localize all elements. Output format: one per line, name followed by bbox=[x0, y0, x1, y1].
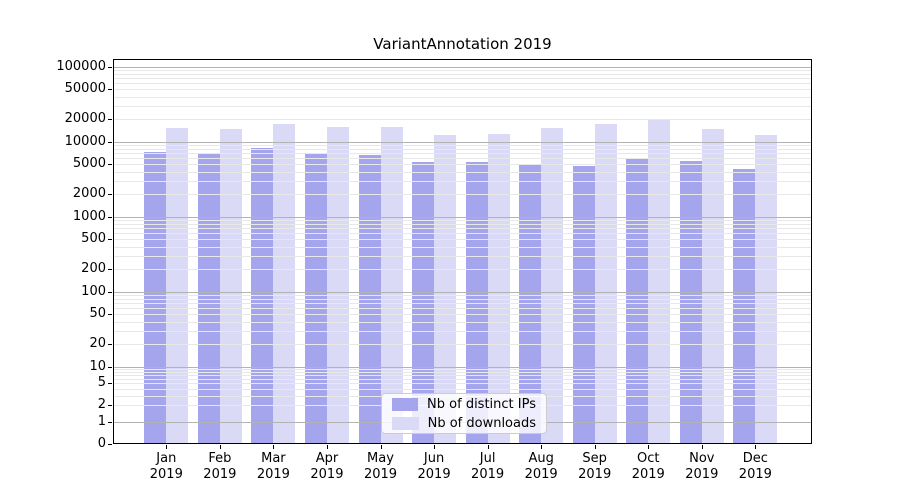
gridline-minor-30000 bbox=[114, 105, 811, 107]
bar-downloads-apr bbox=[326, 127, 349, 444]
x-tick-label-jan: Jan 2019 bbox=[149, 451, 183, 482]
y-tick-0 bbox=[108, 444, 112, 445]
y-tick-label-500: 500 bbox=[81, 231, 106, 247]
y-tick-label-10: 10 bbox=[89, 358, 106, 374]
gridline-minor-70000 bbox=[114, 78, 811, 80]
x-tick-oct bbox=[648, 445, 650, 449]
bar-distinct-ips-may bbox=[358, 154, 381, 444]
legend-swatch-downloads bbox=[392, 416, 419, 430]
bar-downloads-feb bbox=[219, 128, 242, 444]
x-tick-label-feb: Feb 2019 bbox=[203, 451, 237, 482]
bar-distinct-ips-oct bbox=[626, 158, 649, 444]
bar-distinct-ips-mar bbox=[251, 147, 274, 444]
x-tick-label-mar: Mar 2019 bbox=[256, 451, 290, 482]
x-tick-may bbox=[380, 445, 382, 449]
legend-item-distinct-ips: Nb of distinct IPs bbox=[392, 397, 536, 412]
bar-downloads-aug bbox=[541, 127, 564, 444]
bar-distinct-ips-apr bbox=[304, 152, 327, 444]
y-tick-10 bbox=[108, 366, 112, 368]
y-tick-label-20000: 20000 bbox=[64, 111, 106, 127]
bar-downloads-jul bbox=[487, 133, 510, 444]
gridline-minor-80000 bbox=[114, 73, 811, 75]
legend-label-downloads: Nb of downloads bbox=[427, 415, 536, 431]
y-tick-label-50000: 50000 bbox=[64, 81, 106, 97]
bar-distinct-ips-sep bbox=[572, 166, 595, 444]
y-tick-label-5: 5 bbox=[97, 375, 106, 391]
bar-downloads-may bbox=[380, 126, 403, 444]
y-tick-label-20: 20 bbox=[89, 336, 106, 352]
x-tick-label-nov: Nov 2019 bbox=[685, 451, 719, 482]
y-tick-50000 bbox=[108, 89, 112, 91]
x-tick-label-oct: Oct 2019 bbox=[631, 451, 665, 482]
x-tick-feb bbox=[219, 445, 221, 449]
x-tick-aug bbox=[541, 445, 543, 449]
gridline-minor-90000 bbox=[114, 70, 811, 72]
gridline-minor-20000 bbox=[114, 119, 811, 121]
y-tick-label-2000: 2000 bbox=[72, 186, 106, 202]
bar-distinct-ips-jul bbox=[465, 161, 488, 444]
y-tick-2 bbox=[108, 405, 112, 407]
bar-downloads-jan bbox=[166, 127, 189, 444]
bar-downloads-oct bbox=[648, 119, 671, 444]
bar-distinct-ips-aug bbox=[519, 164, 542, 444]
y-tick-20000 bbox=[108, 119, 112, 121]
legend-label-distinct-ips: Nb of distinct IPs bbox=[427, 396, 536, 412]
x-tick-jun bbox=[434, 445, 436, 449]
y-tick-label-200: 200 bbox=[81, 261, 106, 277]
x-tick-label-jul: Jul 2019 bbox=[471, 451, 505, 482]
y-tick-5000 bbox=[108, 164, 112, 166]
y-tick-label-10000: 10000 bbox=[64, 133, 106, 149]
y-tick-label-0: 0 bbox=[97, 436, 106, 451]
bar-distinct-ips-jun bbox=[412, 162, 435, 444]
y-tick-10000 bbox=[108, 141, 112, 143]
y-tick-500 bbox=[108, 239, 112, 241]
y-tick-5 bbox=[108, 383, 112, 385]
y-tick-1 bbox=[108, 422, 112, 423]
gridline-major-100000 bbox=[114, 66, 811, 68]
y-tick-label-1000: 1000 bbox=[72, 208, 106, 224]
bar-downloads-sep bbox=[594, 124, 617, 444]
x-tick-jul bbox=[487, 445, 489, 449]
x-tick-dec bbox=[755, 445, 757, 449]
bar-downloads-mar bbox=[273, 124, 296, 444]
y-tick-label-100000: 100000 bbox=[56, 58, 106, 74]
bar-distinct-ips-dec bbox=[733, 169, 756, 444]
x-tick-jan bbox=[166, 445, 168, 449]
gridline-minor-60000 bbox=[114, 83, 811, 85]
y-tick-label-50: 50 bbox=[89, 306, 106, 322]
bar-downloads-dec bbox=[755, 134, 778, 444]
chart-title: VariantAnnotation 2019 bbox=[373, 35, 552, 53]
y-tick-label-2: 2 bbox=[97, 397, 106, 413]
x-tick-mar bbox=[273, 445, 275, 449]
x-tick-label-jun: Jun 2019 bbox=[417, 451, 451, 482]
y-tick-100000 bbox=[108, 66, 112, 68]
y-tick-label-1: 1 bbox=[97, 414, 106, 429]
gridline-minor-50000 bbox=[114, 89, 811, 91]
bar-downloads-nov bbox=[701, 129, 724, 444]
x-tick-nov bbox=[701, 445, 703, 449]
y-tick-2000 bbox=[108, 194, 112, 196]
legend-swatch-distinct-ips bbox=[392, 397, 419, 411]
gridline-minor-40000 bbox=[114, 96, 811, 98]
y-tick-label-100: 100 bbox=[81, 283, 106, 299]
bar-distinct-ips-nov bbox=[679, 160, 702, 444]
y-tick-200 bbox=[108, 269, 112, 271]
legend: Nb of distinct IPs Nb of downloads bbox=[381, 393, 547, 434]
y-tick-1000 bbox=[108, 216, 112, 218]
y-tick-20 bbox=[108, 344, 112, 346]
y-tick-label-5000: 5000 bbox=[72, 156, 106, 172]
x-tick-label-apr: Apr 2019 bbox=[310, 451, 344, 482]
legend-item-downloads: Nb of downloads bbox=[392, 416, 536, 431]
bar-distinct-ips-jan bbox=[144, 151, 167, 444]
x-tick-apr bbox=[326, 445, 328, 449]
y-tick-100 bbox=[108, 291, 112, 293]
x-tick-label-may: May 2019 bbox=[363, 451, 398, 482]
y-tick-50 bbox=[108, 314, 112, 316]
x-tick-label-aug: Aug 2019 bbox=[524, 451, 558, 482]
x-tick-sep bbox=[594, 445, 596, 449]
x-tick-label-dec: Dec 2019 bbox=[738, 451, 772, 482]
x-tick-label-sep: Sep 2019 bbox=[578, 451, 612, 482]
bar-distinct-ips-feb bbox=[197, 154, 220, 444]
